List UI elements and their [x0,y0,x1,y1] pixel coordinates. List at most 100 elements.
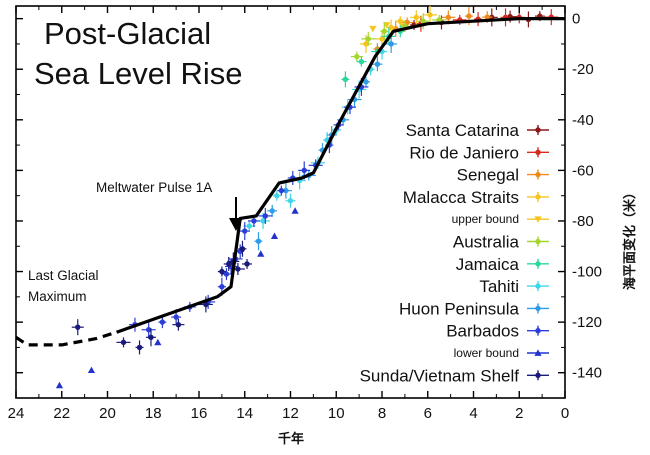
series-malacca-straits [359,5,438,53]
data-point [262,213,269,219]
legend-swatch-marker [535,127,541,133]
data-point [239,246,246,252]
legend-item: upper bound [452,212,549,226]
legend-label: Santa Catarina [406,121,520,140]
data-point [413,14,420,21]
legend-label: Tahiti [479,277,519,296]
legend-label: Sunda/Vietnam Shelf [360,366,520,385]
data-point [159,319,166,325]
data-point [251,218,257,224]
data-point [219,284,225,290]
data-point [436,17,442,23]
legend-item: Huon Peninsula [399,299,549,318]
data-point [388,24,394,31]
y-tick-label: -120 [572,314,602,331]
x-tick-label: 16 [191,405,208,422]
legend-label: upper bound [452,212,519,226]
series-barbados [128,77,369,339]
annotation-lgm-line-1: Last Glacial [28,268,99,283]
data-point [379,36,385,42]
x-tick-label: 8 [378,405,386,422]
legend-swatch-marker [535,328,541,334]
data-point [145,327,152,333]
legend-item: Senegal [457,166,549,185]
data-point [445,14,452,21]
data-point [173,314,179,320]
chart-title-line-2: Sea Level Rise [34,56,243,91]
data-point [255,238,262,244]
legend-label: Barbados [446,322,519,341]
data-point [270,232,279,240]
legend-label: Rio de Janiero [409,143,519,162]
data-point [219,268,225,275]
legend-label: Jamaica [456,255,520,274]
x-tick-label: 10 [328,405,345,422]
x-tick-label: 6 [424,405,432,422]
annotation-meltwater-pulse: Meltwater Pulse 1A [96,180,243,231]
legend-item: Tahiti [479,277,549,296]
data-point [342,76,349,83]
data-point [257,250,265,257]
legend-label: Australia [453,233,520,252]
series-huon-peninsula [254,34,398,251]
x-tick-label: 0 [561,405,569,422]
legend-item: Rio de Janiero [409,143,549,162]
x-tick-label: 24 [8,405,25,422]
x-tick-label: 2 [515,405,523,422]
x-tick-label: 22 [53,405,70,422]
x-axis-label: 千年 [278,431,304,447]
legend-label: Senegal [457,166,519,185]
legend-label: Malacca Straits [403,188,519,207]
data-point [75,324,81,330]
x-tick-label: 14 [236,405,253,422]
data-point [363,79,369,85]
data-point [484,14,490,20]
x-axis-ticks: 24 22 20 18 16 14 12 10 8 6 4 2 0 [8,6,569,422]
legend-item: Barbados [446,322,549,341]
legend-swatch-marker [534,216,542,223]
chart-title-line-1: Post-Glacial [44,16,211,51]
x-tick-label: 18 [145,405,162,422]
y-tick-label: -60 [572,162,594,179]
legend-swatch-marker [535,305,541,312]
annotation-last-glacial-maximum: Last Glacial Maximum [28,268,99,304]
legend-swatch-marker [535,283,541,289]
data-point [242,228,248,234]
sea-level-curve-extrapolated [15,330,118,347]
data-point [397,18,403,24]
data-point [358,58,365,65]
data-point [365,36,371,42]
series-jamaica [341,25,405,88]
annotation-meltwater-pulse-label: Meltwater Pulse 1A [96,180,212,195]
legend-swatch-marker [535,194,541,200]
y-tick-label: -140 [572,365,602,382]
data-point [260,218,266,224]
sea-level-curve [116,17,565,334]
x-tick-label: 20 [99,405,116,422]
x-tick-label: 12 [282,405,299,422]
data-point [136,344,143,351]
data-point [274,192,280,199]
data-point [301,167,307,174]
data-point [203,301,209,308]
data-point [120,339,127,346]
data-point [278,187,285,194]
legend-item: lower bound [454,346,549,360]
annotation-lgm-line-2: Maximum [28,289,87,304]
data-point [466,13,472,19]
legend-swatch-marker [535,261,541,267]
legend-swatch-marker [535,149,541,155]
y-tick-label: -40 [572,112,594,129]
x-tick-label: 4 [469,405,477,422]
data-point [55,381,64,389]
data-point [244,261,250,267]
legend-item: Australia [453,233,549,252]
data-point [369,25,377,33]
data-point [175,321,182,328]
y-tick-label: -80 [572,213,594,230]
y-tick-label: 0 [572,11,580,28]
data-point [427,12,433,18]
data-point [374,61,381,67]
data-point [363,41,369,47]
legend-item: Jamaica [456,255,549,274]
